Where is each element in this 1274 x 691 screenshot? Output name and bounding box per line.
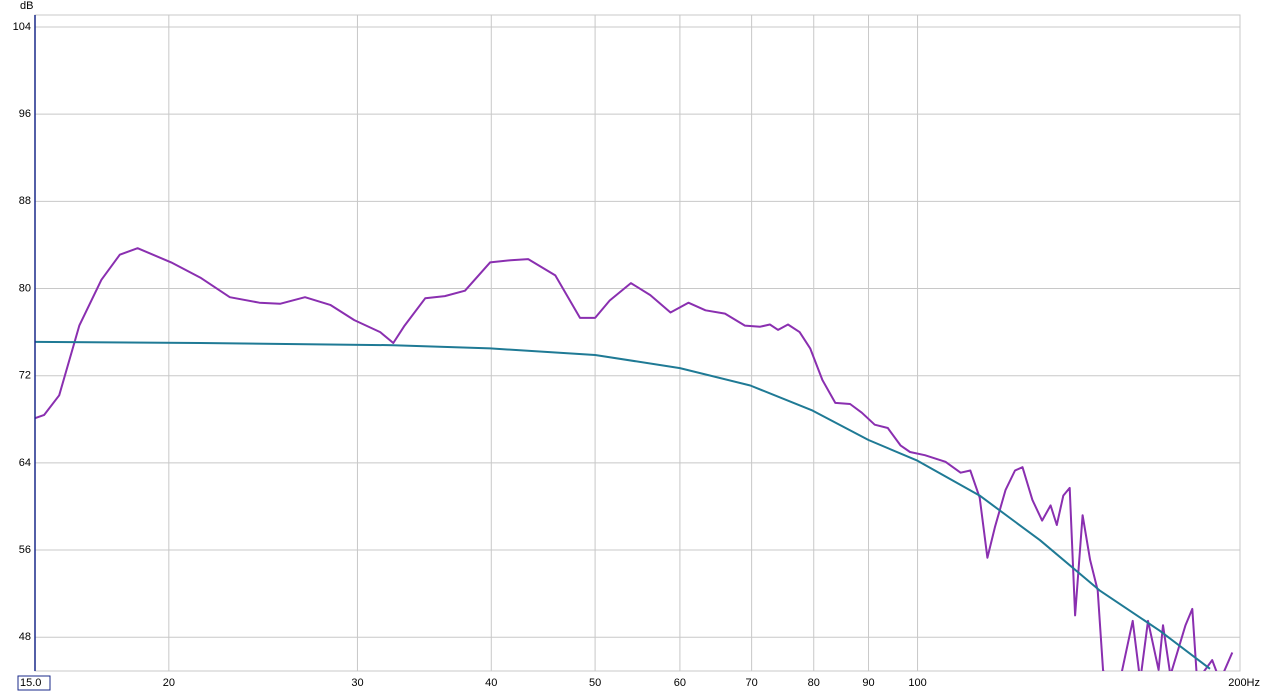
x-tick-label: 60: [674, 677, 686, 689]
y-tick-label: 64: [19, 457, 31, 469]
y-tick-label: 104: [13, 21, 31, 33]
series-line: [35, 247, 1234, 671]
x-start-box: [17, 675, 51, 691]
x-tick-label: 50: [589, 677, 601, 689]
x-tick-label: 80: [808, 677, 820, 689]
series-line: [35, 340, 1211, 670]
y-tick-label: 96: [19, 108, 31, 120]
y-tick-label: 88: [19, 195, 31, 207]
x-tick-label: 200Hz: [1228, 677, 1260, 689]
x-tick-label: 15.0: [20, 677, 41, 689]
x-tick-label: 90: [862, 677, 874, 689]
y-tick-label: 48: [19, 631, 31, 643]
x-tick-label: 20: [163, 677, 175, 689]
y-tick-label: 72: [19, 370, 31, 382]
x-tick-label: 100: [908, 677, 926, 689]
y-axis-label: dB: [20, 0, 33, 12]
x-tick-label: 40: [485, 677, 497, 689]
y-tick-label: 80: [19, 282, 31, 294]
x-tick-label: 70: [745, 677, 757, 689]
y-tick-label: 56: [19, 544, 31, 556]
x-tick-label: 30: [351, 677, 363, 689]
